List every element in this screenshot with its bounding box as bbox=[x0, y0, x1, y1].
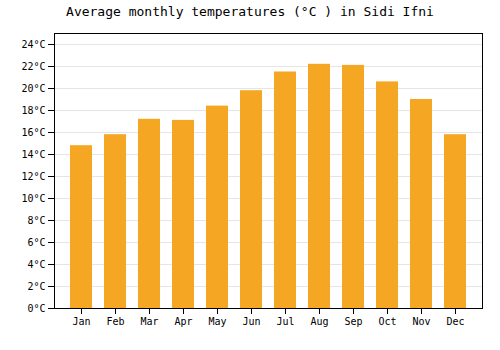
svg-text:Jul: Jul bbox=[276, 316, 294, 327]
svg-text:Jun: Jun bbox=[242, 316, 260, 327]
svg-text:Jan: Jan bbox=[72, 316, 90, 327]
svg-text:Mar: Mar bbox=[140, 316, 158, 327]
svg-text:0°C: 0°C bbox=[27, 303, 45, 314]
svg-text:Aug: Aug bbox=[310, 316, 328, 327]
svg-text:16°C: 16°C bbox=[21, 127, 45, 138]
svg-text:18°C: 18°C bbox=[21, 105, 45, 116]
svg-text:14°C: 14°C bbox=[21, 149, 45, 160]
svg-text:Sep: Sep bbox=[344, 316, 362, 327]
svg-text:4°C: 4°C bbox=[27, 259, 45, 270]
svg-text:Nov: Nov bbox=[412, 316, 430, 327]
svg-text:22°C: 22°C bbox=[21, 61, 45, 72]
svg-text:10°C: 10°C bbox=[21, 193, 45, 204]
svg-text:May: May bbox=[208, 316, 226, 327]
svg-text:6°C: 6°C bbox=[27, 237, 45, 248]
svg-text:24°C: 24°C bbox=[21, 39, 45, 50]
svg-text:Dec: Dec bbox=[446, 316, 464, 327]
html-text:Average monthly temperatures (: Average monthly temperatures (°C ) in Si… bbox=[66, 4, 434, 19]
svg-text:Feb: Feb bbox=[106, 316, 124, 327]
svg-text:2°C: 2°C bbox=[27, 281, 45, 292]
svg-text:20°C: 20°C bbox=[21, 83, 45, 94]
svg-text:Oct: Oct bbox=[378, 316, 396, 327]
svg-text:Apr: Apr bbox=[174, 316, 192, 327]
svg-text:8°C: 8°C bbox=[27, 215, 45, 226]
svg-text:12°C: 12°C bbox=[21, 171, 45, 182]
